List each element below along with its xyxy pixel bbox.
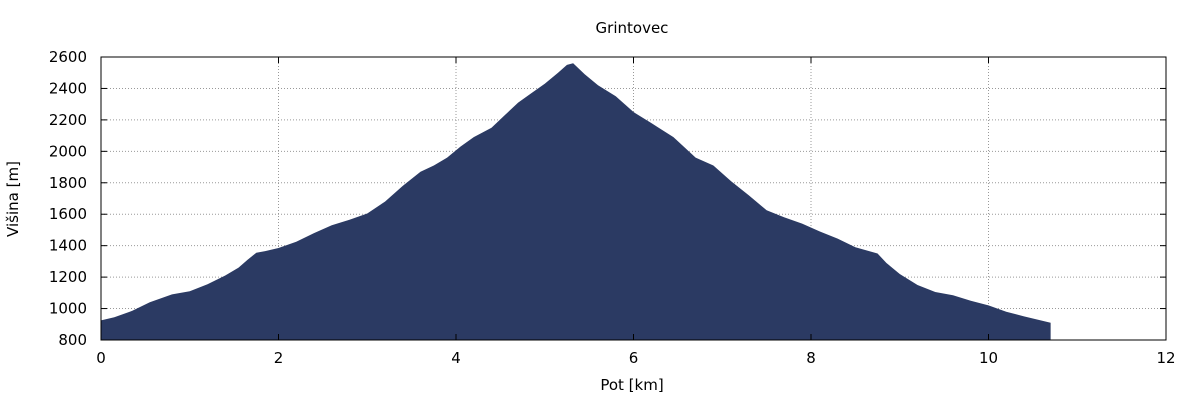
y-tick-label: 1200 xyxy=(49,268,87,286)
y-tick-label: 2400 xyxy=(49,79,87,97)
y-tick-label: 2600 xyxy=(49,48,87,66)
x-tick-label: 2 xyxy=(274,349,284,367)
chart-title: Grintovec xyxy=(596,19,669,37)
x-tick-label: 6 xyxy=(629,349,639,367)
x-tick-label: 4 xyxy=(451,349,461,367)
y-tick-label: 2200 xyxy=(49,111,87,129)
y-tick-label: 1800 xyxy=(49,174,87,192)
y-axis-ticks: 800 1000 1200 1400 1600 1800 2000 2200 2400 2600 xyxy=(49,48,1166,349)
y-tick-label: 2000 xyxy=(49,142,87,160)
y-tick-label: 1000 xyxy=(49,300,87,318)
x-axis-ticks: 0 2 4 6 8 10 12 xyxy=(96,57,1176,367)
y-tick-label: 1600 xyxy=(49,205,87,223)
x-tick-label: 12 xyxy=(1156,349,1175,367)
y-tick-label: 800 xyxy=(58,331,87,349)
x-axis-label: Pot [km] xyxy=(600,376,663,394)
y-tick-label: 1400 xyxy=(49,237,87,255)
y-axis-label: Višina [m] xyxy=(4,161,22,237)
x-tick-label: 8 xyxy=(806,349,816,367)
elevation-area xyxy=(101,63,1051,340)
x-tick-label: 10 xyxy=(979,349,998,367)
x-tick-label: 0 xyxy=(96,349,106,367)
